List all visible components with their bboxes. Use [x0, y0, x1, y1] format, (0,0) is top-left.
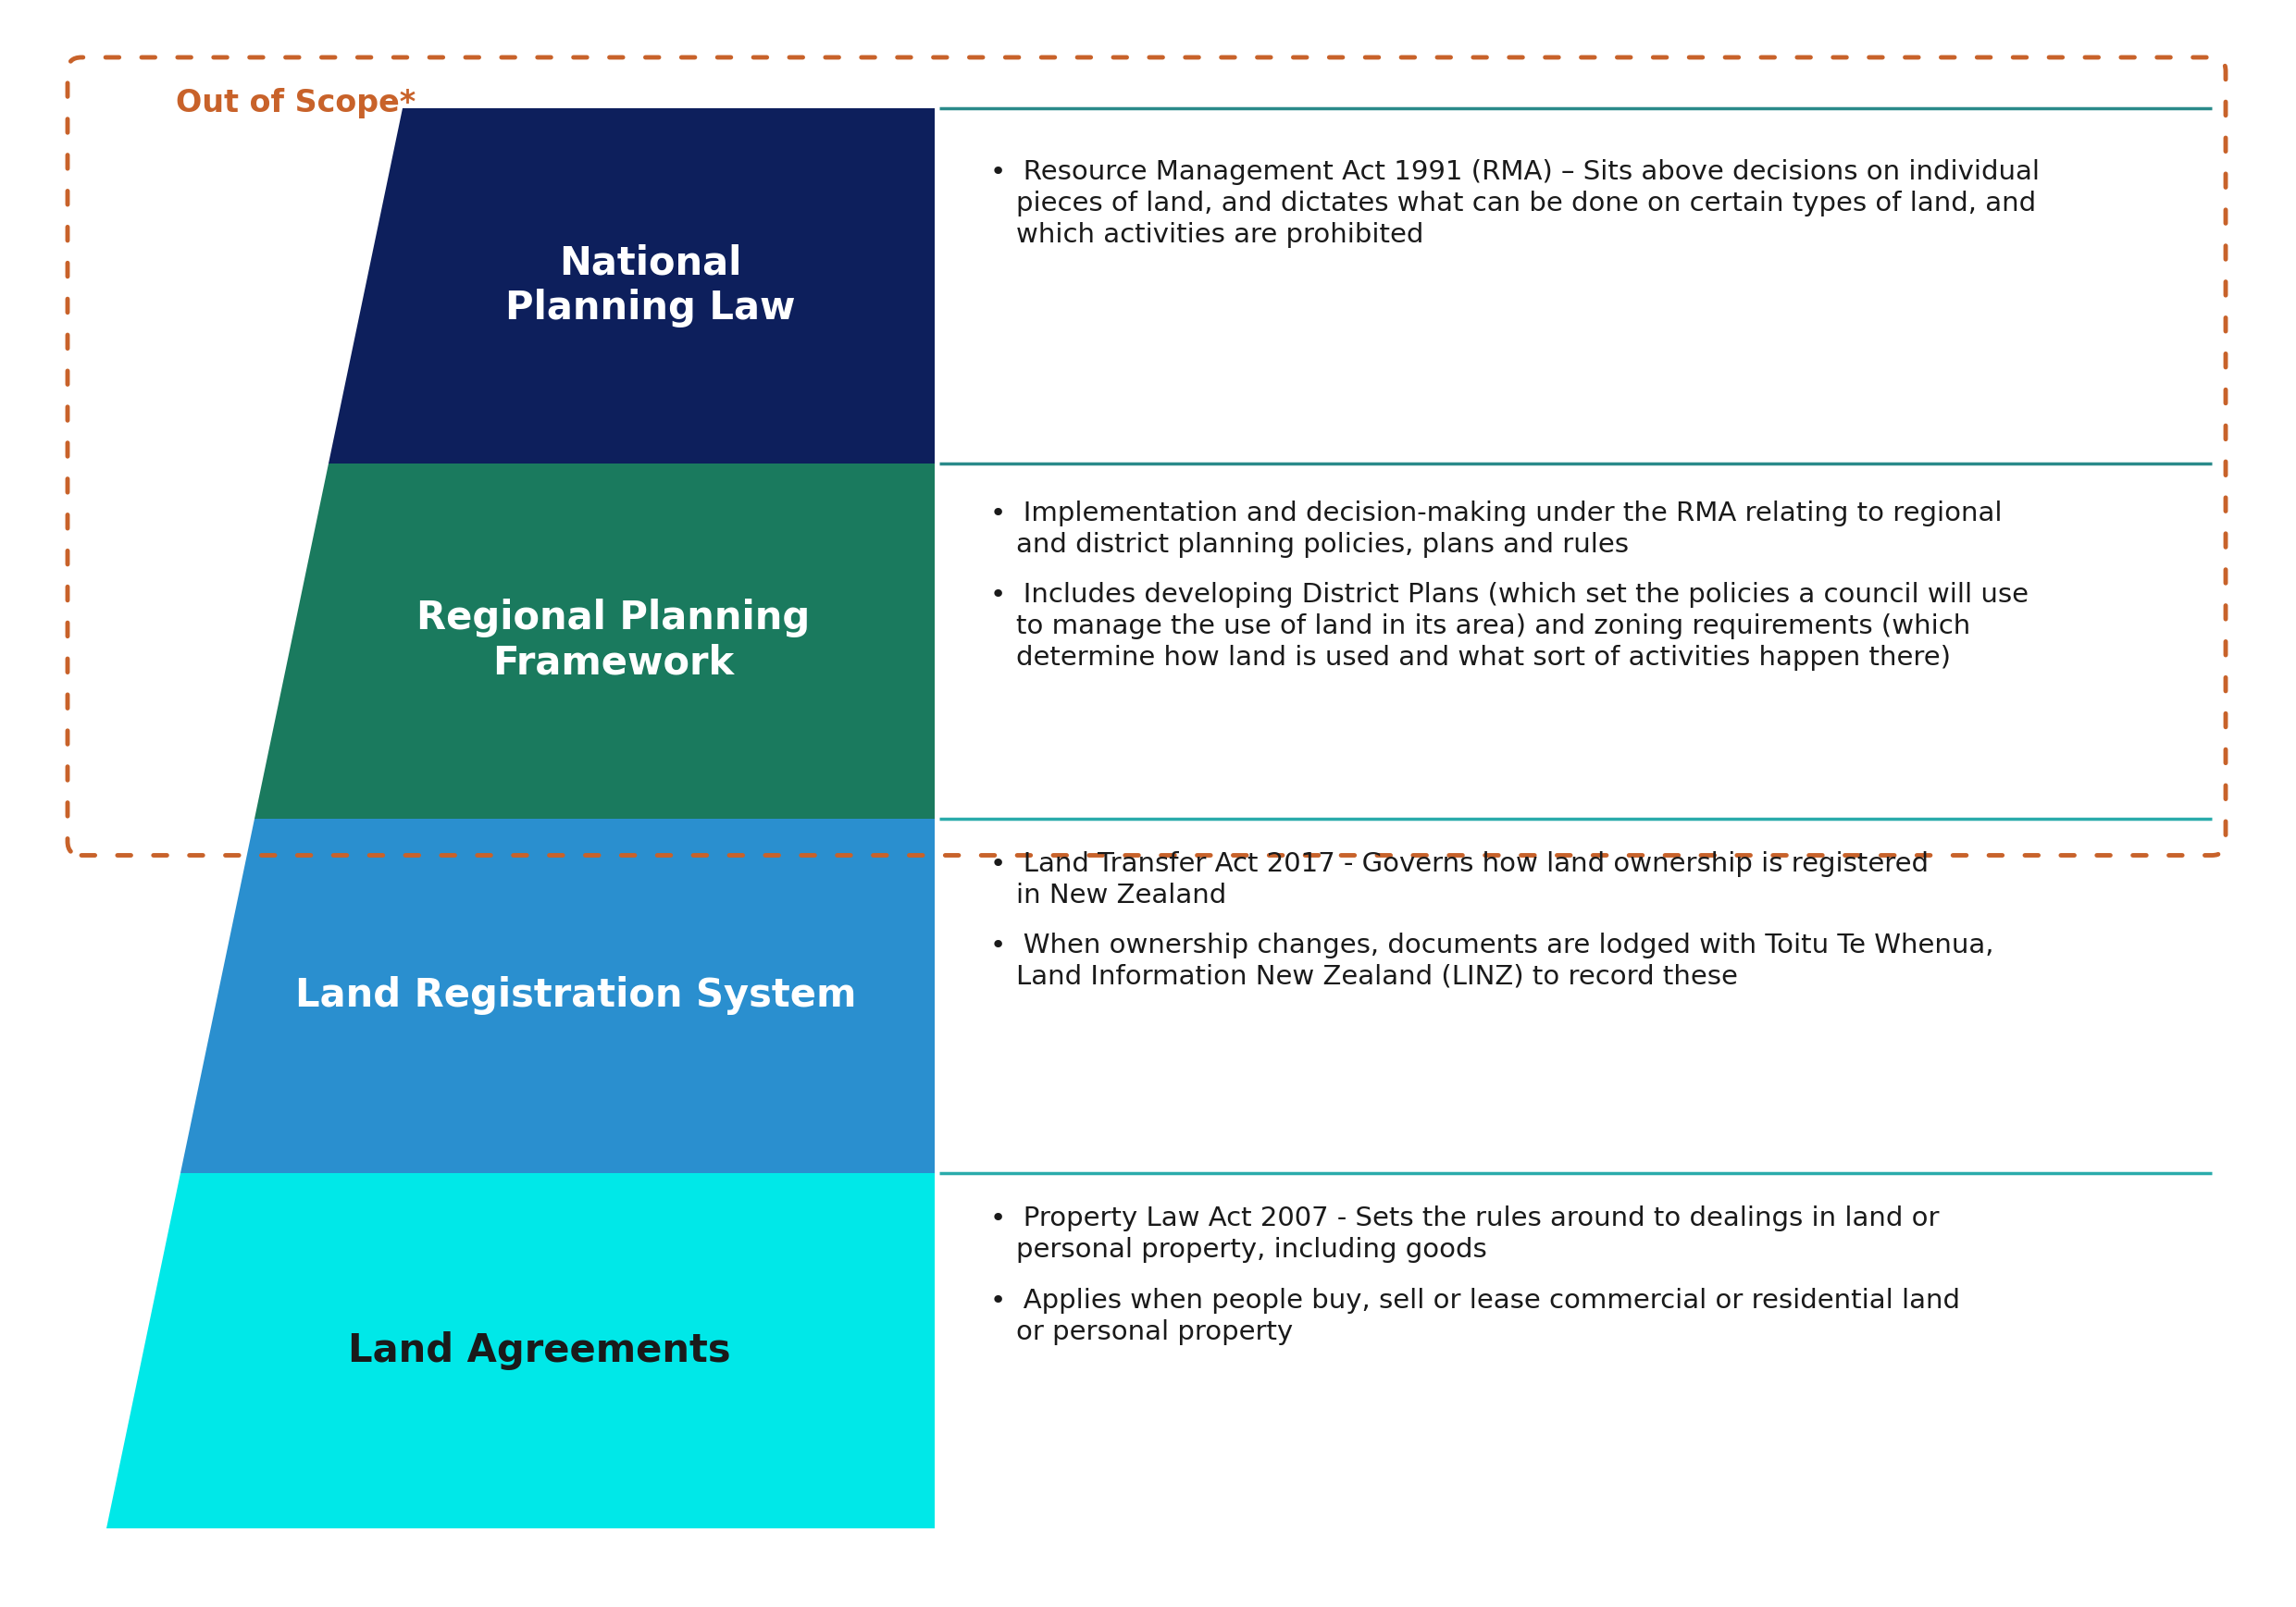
Text: pieces of land, and dictates what can be done on certain types of land, and: pieces of land, and dictates what can be… [1017, 191, 2037, 217]
Text: •  Property Law Act 2007 - Sets the rules around to dealings in land or: • Property Law Act 2007 - Sets the rules… [990, 1205, 1940, 1231]
Text: Regional Planning
Framework: Regional Planning Framework [416, 599, 810, 683]
Text: National
Planning Law: National Planning Law [505, 244, 794, 328]
Text: Land Information New Zealand (LINZ) to record these: Land Information New Zealand (LINZ) to r… [1017, 964, 1738, 990]
Text: Land Registration System: Land Registration System [296, 977, 856, 1016]
Text: and district planning policies, plans and rules: and district planning policies, plans an… [1017, 532, 1628, 558]
Text: Out of Scope*: Out of Scope* [177, 88, 416, 119]
Text: in New Zealand: in New Zealand [1017, 882, 1226, 908]
Text: •  Applies when people buy, sell or lease commercial or residential land: • Applies when people buy, sell or lease… [990, 1287, 1961, 1313]
Text: which activities are prohibited: which activities are prohibited [1017, 222, 1424, 247]
Text: determine how land is used and what sort of activities happen there): determine how land is used and what sort… [1017, 644, 1952, 670]
Polygon shape [181, 818, 934, 1173]
Text: Land Agreements: Land Agreements [347, 1332, 730, 1371]
Polygon shape [106, 1173, 934, 1528]
Text: •  When ownership changes, documents are lodged with Toitu Te Whenua,: • When ownership changes, documents are … [990, 932, 1993, 958]
Text: to manage the use of land in its area) and zoning requirements (which: to manage the use of land in its area) a… [1017, 614, 1970, 640]
Text: •  Resource Management Act 1991 (RMA) – Sits above decisions on individual: • Resource Management Act 1991 (RMA) – S… [990, 159, 2039, 185]
Text: personal property, including goods: personal property, including goods [1017, 1237, 1488, 1263]
Text: •  Includes developing District Plans (which set the policies a council will use: • Includes developing District Plans (wh… [990, 582, 2030, 607]
Polygon shape [328, 108, 934, 463]
Polygon shape [255, 463, 934, 818]
Text: •  Implementation and decision-making under the RMA relating to regional: • Implementation and decision-making und… [990, 500, 2002, 525]
Text: •  Land Transfer Act 2017 - Governs how land ownership is registered: • Land Transfer Act 2017 - Governs how l… [990, 850, 1929, 876]
Text: or personal property: or personal property [1017, 1319, 1293, 1345]
